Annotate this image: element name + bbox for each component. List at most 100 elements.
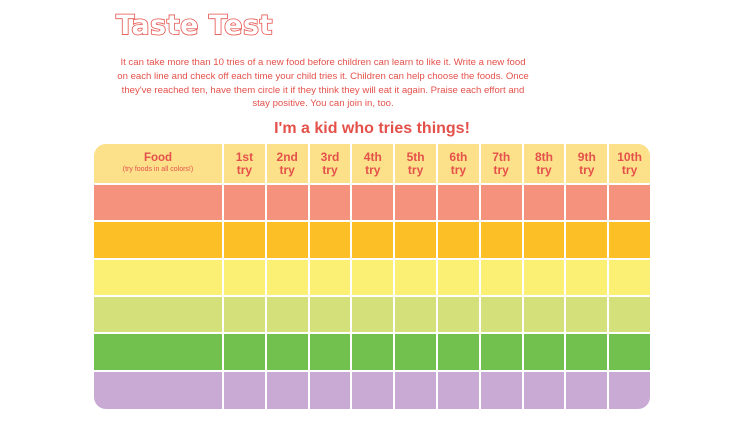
try-header-10: 10th try [609,144,650,185]
try-checkbox-cell[interactable] [609,296,650,335]
try-header-8: 8th try [523,144,565,185]
try-checkbox-cell[interactable] [523,296,565,335]
try-ordinal: 3rd [320,150,340,164]
try-checkbox-cell[interactable] [523,334,565,372]
food-entry-cell[interactable] [94,222,222,260]
try-checkbox-cell[interactable] [437,296,479,335]
try-checkbox-cell[interactable] [566,371,608,409]
try-ordinal: 5th [406,150,425,164]
try-checkbox-cell[interactable] [480,334,522,372]
try-checkbox-cell[interactable] [566,296,608,335]
try-checkbox-cell[interactable] [266,334,308,372]
try-checkbox-cell[interactable] [352,222,394,260]
try-header-2: 2nd try [266,144,308,185]
food-entry-cell[interactable] [94,371,222,409]
try-checkbox-cell[interactable] [352,185,394,223]
try-checkbox-cell[interactable] [224,296,265,335]
try-checkbox-cell[interactable] [437,222,479,260]
try-ordinal: 6th [449,150,468,164]
try-checkbox-cell[interactable] [309,259,351,297]
table-subtitle: I'm a kid who tries things! [274,120,470,137]
try-checkbox-cell[interactable] [352,259,394,297]
try-checkbox-cell[interactable] [609,259,650,297]
try-word: try [493,162,509,177]
try-checkbox-cell[interactable] [437,259,479,297]
try-checkbox-cell[interactable] [480,296,522,335]
try-word: try [536,162,552,177]
try-checkbox-cell[interactable] [266,296,308,335]
try-checkbox-cell[interactable] [309,371,351,409]
try-checkbox-cell[interactable] [266,259,308,297]
try-header-1: 1st try [224,144,265,185]
try-word: try [579,162,595,177]
try-ordinal: 9th [577,150,596,164]
try-word: try [450,162,467,177]
try-ordinal: 10th [617,150,642,164]
try-checkbox-cell[interactable] [224,334,265,372]
try-checkbox-cell[interactable] [309,334,351,372]
try-checkbox-cell[interactable] [266,222,308,260]
try-word: try [621,162,638,177]
try-checkbox-cell[interactable] [395,296,436,335]
try-checkbox-cell[interactable] [395,334,436,372]
try-checkbox-cell[interactable] [352,371,394,409]
try-checkbox-cell[interactable] [437,334,479,372]
try-header-9: 9th try [566,144,608,185]
try-checkbox-cell[interactable] [609,334,650,372]
try-checkbox-cell[interactable] [395,222,436,260]
try-ordinal: 2nd [276,150,298,164]
try-checkbox-cell[interactable] [266,371,308,409]
try-checkbox-cell[interactable] [566,222,608,260]
try-checkbox-cell[interactable] [352,296,394,335]
try-checkbox-cell[interactable] [224,222,265,260]
try-word: try [236,162,253,177]
try-ordinal: 4th [363,150,382,164]
try-checkbox-cell[interactable] [224,185,265,223]
try-checkbox-cell[interactable] [395,259,436,297]
try-checkbox-cell[interactable] [224,371,265,409]
try-checkbox-cell[interactable] [437,371,479,409]
try-checkbox-cell[interactable] [480,371,522,409]
try-checkbox-cell[interactable] [480,185,522,223]
try-checkbox-cell[interactable] [609,371,650,409]
try-checkbox-cell[interactable] [523,222,565,260]
try-word: try [279,162,295,177]
try-checkbox-cell[interactable] [309,185,351,223]
food-entry-cell[interactable] [94,334,222,372]
try-checkbox-cell[interactable] [523,371,565,409]
intro-paragraph: It can take more than 10 tries of a new … [117,57,529,110]
try-checkbox-cell[interactable] [309,222,351,260]
try-header-6: 6th try [437,144,479,185]
try-word: try [407,162,424,177]
food-header-cell: Food (try foods in all colors!) [94,144,222,185]
try-checkbox-cell[interactable] [566,185,608,223]
try-ordinal: 1st [235,150,254,164]
try-checkbox-cell[interactable] [609,185,650,223]
try-header-4: 4th try [352,144,394,185]
try-checkbox-cell[interactable] [224,259,265,297]
try-word: try [322,162,338,177]
food-header-note: (try foods in all colors!) [122,166,194,173]
try-ordinal: 8th [534,150,553,164]
try-checkbox-cell[interactable] [309,296,351,335]
try-checkbox-cell[interactable] [566,334,608,372]
try-checkbox-cell[interactable] [566,259,608,297]
try-checkbox-cell[interactable] [395,185,436,223]
food-header-label: Food [143,152,173,164]
try-checkbox-cell[interactable] [352,334,394,372]
try-checkbox-cell[interactable] [480,222,522,260]
try-ordinal: 7th [492,150,511,164]
try-checkbox-cell[interactable] [609,222,650,260]
food-entry-cell[interactable] [94,185,222,223]
try-checkbox-cell[interactable] [480,259,522,297]
try-checkbox-cell[interactable] [523,185,565,223]
food-entry-cell[interactable] [94,259,222,297]
food-entry-cell[interactable] [94,296,222,335]
try-word: try [365,162,381,177]
try-header-5: 5th try [395,144,436,185]
try-checkbox-cell[interactable] [266,185,308,223]
try-checkbox-cell[interactable] [395,371,436,409]
try-checkbox-cell[interactable] [523,259,565,297]
try-checkbox-cell[interactable] [437,185,479,223]
page-title: Taste Test [115,9,273,42]
